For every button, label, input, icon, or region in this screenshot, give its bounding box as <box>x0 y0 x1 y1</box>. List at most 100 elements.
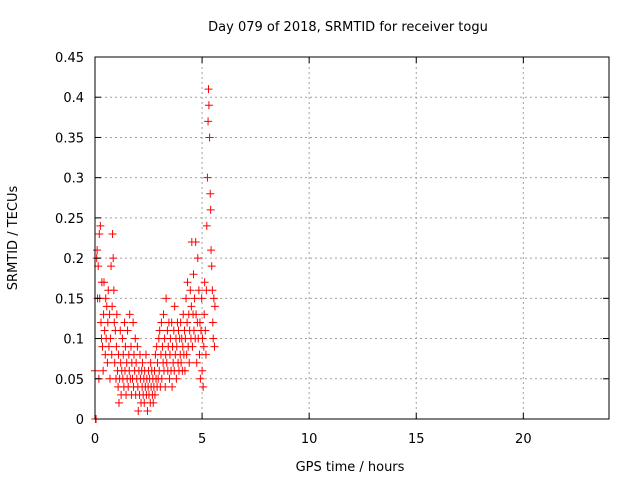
y-tick-label: 0.25 <box>55 212 84 227</box>
data-point <box>207 246 216 255</box>
data-point <box>177 358 186 367</box>
data-point <box>101 294 110 303</box>
data-point <box>131 334 140 343</box>
data-point <box>182 350 191 359</box>
data-point <box>187 302 196 311</box>
data-point <box>109 254 118 263</box>
data-point <box>112 342 121 351</box>
x-tick-label: 5 <box>198 432 206 447</box>
data-point <box>210 342 219 351</box>
data-point <box>162 294 171 303</box>
data-point <box>201 326 210 335</box>
data-point <box>189 326 198 335</box>
data-point <box>106 334 115 343</box>
grid <box>95 57 609 419</box>
data-point <box>192 358 201 367</box>
chart-title: Day 079 of 2018, SRMTID for receiver tog… <box>208 20 488 35</box>
y-tick-label: 0.2 <box>63 252 84 267</box>
data-point <box>198 334 207 343</box>
data-point <box>192 310 201 319</box>
data-point <box>172 374 181 383</box>
y-tick-label: 0.15 <box>55 292 84 307</box>
data-point <box>182 294 191 303</box>
data-point <box>195 318 204 327</box>
data-point <box>112 310 121 319</box>
data-point <box>100 326 109 335</box>
data-point <box>157 374 166 383</box>
data-point <box>206 189 215 198</box>
data-point <box>189 270 198 279</box>
x-axis-label: GPS time / hours <box>296 460 405 475</box>
data-point <box>206 205 215 214</box>
data-point <box>203 173 212 182</box>
data-point <box>200 278 209 287</box>
data-point <box>199 382 208 391</box>
data-point <box>199 342 208 351</box>
y-tick-label: 0.05 <box>55 373 84 388</box>
data-point <box>183 278 192 287</box>
data-point <box>149 398 158 407</box>
data-point <box>94 262 103 271</box>
data-point <box>141 350 150 359</box>
x-tick-label: 10 <box>301 432 318 447</box>
data-point <box>99 278 108 287</box>
data-point <box>204 117 213 126</box>
data-point <box>159 310 168 319</box>
data-point <box>108 229 117 238</box>
data-point <box>198 366 207 375</box>
data-point <box>95 229 104 238</box>
data-point <box>209 334 218 343</box>
y-axis-label: SRMTID / TECUs <box>6 186 21 291</box>
data-point <box>210 302 219 311</box>
data-point <box>208 318 217 327</box>
data-point <box>129 318 138 327</box>
data-point <box>134 406 143 415</box>
data-point <box>170 302 179 311</box>
data-point <box>186 286 195 295</box>
data-point <box>209 294 218 303</box>
data-point <box>104 342 113 351</box>
data-point <box>194 286 203 295</box>
data-point <box>188 342 197 351</box>
data-point <box>204 85 213 94</box>
data-point <box>185 358 194 367</box>
x-tick-label: 0 <box>91 432 99 447</box>
data-point <box>99 366 108 375</box>
data-point <box>191 238 200 247</box>
data-point <box>168 382 177 391</box>
data-point <box>161 382 170 391</box>
y-tick-label: 0.45 <box>55 51 84 66</box>
data-point <box>93 246 102 255</box>
data-point <box>110 318 119 327</box>
data-point <box>146 358 155 367</box>
data-point <box>202 221 211 230</box>
data-point <box>196 374 205 383</box>
data-point <box>207 262 216 271</box>
data-point <box>96 221 105 230</box>
data-point <box>107 350 116 359</box>
data-point <box>150 390 159 399</box>
data-point <box>133 342 142 351</box>
data-point <box>190 294 199 303</box>
data-point <box>107 262 116 271</box>
data-point <box>204 101 213 110</box>
data-point <box>109 286 118 295</box>
data-point <box>138 358 147 367</box>
y-tick-label: 0.35 <box>55 131 84 146</box>
data-point <box>155 326 164 335</box>
data-point <box>105 310 114 319</box>
plot-frame <box>94 56 610 420</box>
data-point <box>96 318 105 327</box>
y-tick-label: 0.4 <box>63 91 84 106</box>
data-point <box>123 326 132 335</box>
data-point <box>143 406 152 415</box>
data-point <box>118 334 127 343</box>
data-point <box>193 254 202 263</box>
data-point <box>114 398 123 407</box>
data-point <box>205 133 214 142</box>
data-point <box>201 350 210 359</box>
data-point <box>183 318 192 327</box>
data-point <box>125 310 134 319</box>
data-point <box>116 326 125 335</box>
